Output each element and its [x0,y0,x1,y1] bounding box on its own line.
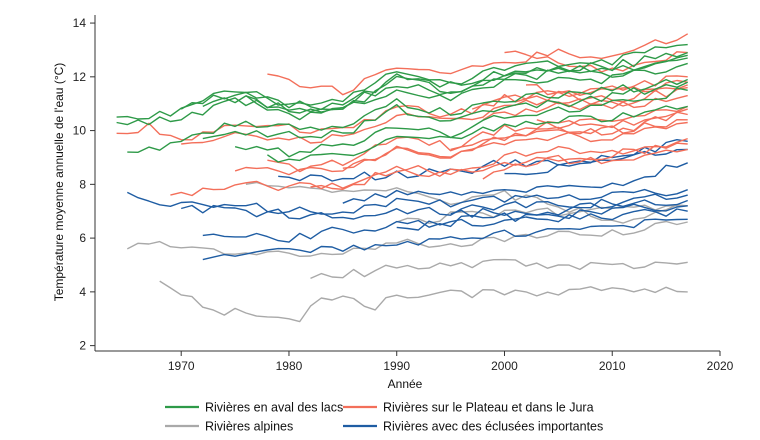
legend-label-alpine: Rivières alpines [205,420,293,434]
legend: Rivières en aval des lacs Rivières sur le… [165,401,603,434]
series-line-lakes-5 [127,78,688,154]
series-line-locks-31 [181,198,688,220]
series-line-locks-38 [450,193,688,218]
series-line-locks-36 [396,208,688,231]
x-tick-label: 2000 [491,359,518,373]
y-tick-label: 10 [73,124,87,138]
series-line-locks-35 [342,162,688,204]
x-axis-title: Année [388,377,423,391]
series-line-plateau-17 [342,121,688,169]
y-tick-label: 2 [79,339,86,353]
series-line-locks-33 [202,218,688,261]
series-line-lakes-8 [245,62,688,121]
x-tick-label: 2020 [707,359,734,373]
series-line-plateau-18 [504,50,688,73]
series-line-alpine-26 [159,280,688,323]
ticks-layer: 2 4 6 8 10 12 14 1970 1980 1990 2000 2010 2020 [73,16,734,373]
series-line-lakes-2 [116,51,688,126]
y-tick-label: 8 [79,177,86,191]
x-tick-label: 2010 [599,359,626,373]
series-line-alpine-28 [245,181,688,224]
series-line-alpine-25 [126,220,688,257]
series-line-plateau-10 [267,33,689,96]
legend-label-plateau: Rivières sur le Plateau et dans le Jura [383,401,594,415]
series-line-lakes-7 [234,87,688,158]
x-tick-label: 1970 [168,359,195,373]
y-tick-label: 12 [73,70,87,84]
y-tick-label: 14 [73,16,87,30]
series-line-locks-34 [278,148,688,182]
y-tick-label: 4 [79,285,86,299]
x-tick-label: 1990 [383,359,410,373]
series-line-plateau-24 [536,105,688,130]
legend-label-lakes: Rivières en aval des lacs [205,401,343,415]
legend-label-locks: Rivières avec des éclusées importantes [383,420,603,434]
series-line-lakes-6 [202,81,688,140]
series-layer [116,33,689,323]
series-line-lakes-3 [180,54,688,111]
series-line-plateau-16 [170,142,688,197]
y-axis-title: Température moyenne annuelle de l'eau (°… [52,63,66,302]
series-line-alpine-27 [310,258,688,280]
x-tick-label: 1980 [276,359,303,373]
axes-layer [94,15,720,352]
y-tick-label: 6 [79,231,86,245]
series-line-lakes-4 [202,57,688,114]
series-line-plateau-22 [482,148,688,180]
series-line-plateau-15 [310,137,688,191]
series-line-plateau-14 [267,108,688,173]
series-line-lakes-9 [267,105,688,163]
series-line-locks-32 [202,203,688,243]
series-line-plateau-21 [450,118,688,151]
series-line-plateau-23 [525,75,688,98]
series-line-locks-30 [126,188,688,215]
